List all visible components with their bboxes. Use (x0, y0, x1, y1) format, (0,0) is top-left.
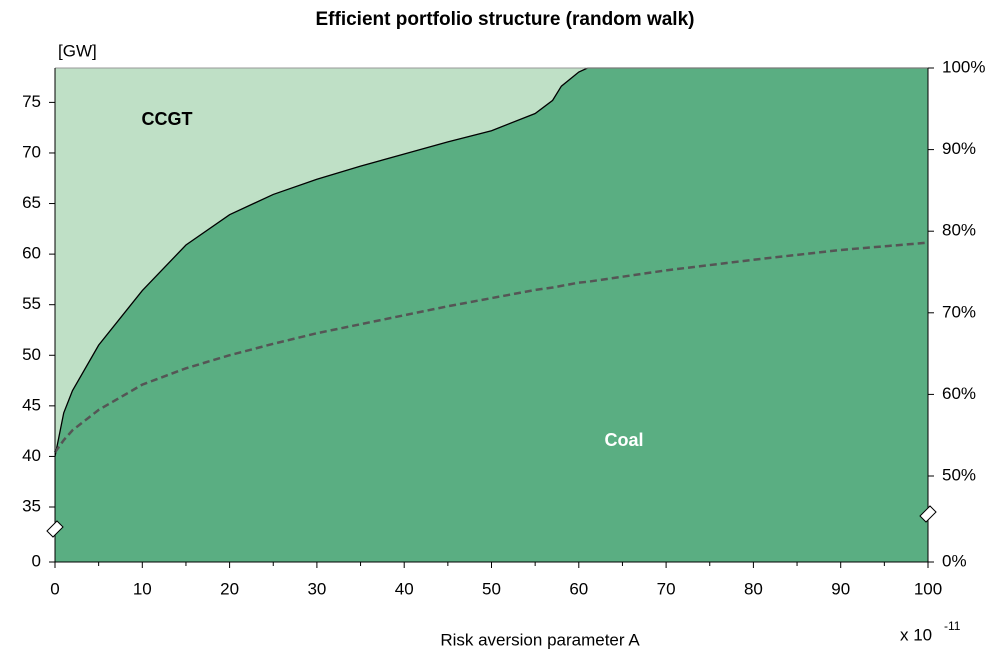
y-axis-label: [GW] (58, 41, 97, 60)
x-tick-label: 30 (307, 579, 326, 598)
y2-tick-label: 0% (942, 551, 967, 570)
y-tick-label: 50 (22, 345, 41, 364)
x-tick-label: 20 (220, 579, 239, 598)
axis-break (46, 520, 64, 538)
x-tick-label: 70 (657, 579, 676, 598)
x-scale-exponent: -11 (944, 619, 961, 633)
y-tick-label: 55 (22, 294, 41, 313)
line (53, 241, 929, 454)
x-tick-label: 10 (133, 579, 152, 598)
y-tick-label: 40 (22, 446, 41, 465)
x-tick-label: 80 (744, 579, 763, 598)
x-tick-label: 90 (831, 579, 850, 598)
x-tick-label: 40 (395, 579, 414, 598)
x-tick-label: 100 (914, 579, 942, 598)
x-tick-label: 50 (482, 579, 501, 598)
y-tick-label: 35 (22, 496, 41, 515)
x-tick-label: 60 (569, 579, 588, 598)
y-tick-label: 45 (22, 395, 41, 414)
area-label: CCGT (142, 109, 193, 129)
x-axis-label: Risk aversion parameter A (440, 630, 640, 649)
y2-tick-label: 90% (942, 139, 976, 158)
area (55, 68, 928, 457)
y2-tick-label: 60% (942, 384, 976, 403)
x-scale-base: x 10 (900, 625, 932, 644)
y-tick-label: 65 (22, 193, 41, 212)
axis-break (919, 505, 937, 523)
area-label: Coal (604, 430, 643, 450)
y-tick-label: 75 (22, 92, 41, 111)
y-tick-label: 60 (22, 244, 41, 263)
y2-tick-label: 80% (942, 221, 976, 240)
x-tick-label: 0 (50, 579, 59, 598)
area (55, 68, 928, 562)
y2-tick-label: 70% (942, 302, 976, 321)
y2-tick-label: 100% (942, 57, 985, 76)
y-tick-label: 0 (32, 551, 41, 570)
y-tick-label: 70 (22, 142, 41, 161)
y2-tick-label: 50% (942, 465, 976, 484)
chart-title: Efficient portfolio structure (random wa… (316, 9, 695, 30)
